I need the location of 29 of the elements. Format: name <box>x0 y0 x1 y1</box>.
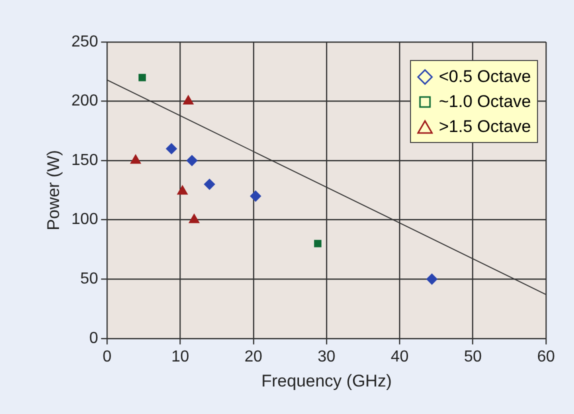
point <box>250 190 262 202</box>
y-tick-label: 100 <box>71 211 98 228</box>
legend-label: >1.5 Octave <box>438 116 531 138</box>
x-tick-label: 0 <box>102 348 112 366</box>
x-tick-label: 40 <box>390 348 409 366</box>
y-tick-label: 0 <box>89 330 98 347</box>
point <box>177 185 188 195</box>
y-tick-label: 200 <box>71 92 98 110</box>
x-tick-label: 20 <box>244 348 262 366</box>
point <box>130 154 141 164</box>
x-tick-label: 50 <box>464 348 482 366</box>
legend-label: ~1.0 Octave <box>438 91 531 113</box>
legend-label: <0.5 Octave <box>438 66 531 88</box>
x-tick-label: 10 <box>171 348 190 366</box>
point <box>426 274 438 285</box>
point <box>186 155 198 166</box>
point <box>314 240 322 248</box>
x-axis-title: Frequency (GHz) <box>261 371 392 390</box>
point <box>138 74 146 82</box>
point <box>166 143 177 154</box>
x-tick-label: 60 <box>537 348 555 366</box>
point <box>183 95 194 105</box>
x-tick-label: 30 <box>318 348 336 366</box>
point <box>204 178 216 190</box>
y-tick-label: 50 <box>80 270 98 288</box>
y-tick-label: 150 <box>71 152 98 169</box>
y-tick-label: 250 <box>71 33 98 50</box>
point <box>188 214 200 224</box>
y-axis-title: Power (W) <box>44 150 63 230</box>
